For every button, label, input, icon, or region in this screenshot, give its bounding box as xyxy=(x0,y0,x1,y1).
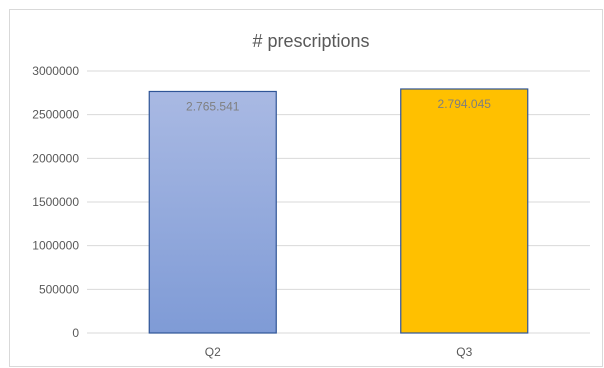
x-tick-label: Q2 xyxy=(205,345,221,359)
y-tick-label: 2000000 xyxy=(32,151,79,165)
chart-title: # prescriptions xyxy=(252,31,369,51)
bars: 2.765.541 2.794.045 xyxy=(148,88,529,334)
y-tick-label: 2500000 xyxy=(32,108,79,122)
y-tick-label: 1000000 xyxy=(32,239,79,253)
data-label: 2.794.045 xyxy=(438,97,492,111)
data-label: 2.765.541 xyxy=(186,99,240,113)
y-tick-label: 0 xyxy=(72,326,79,340)
y-tick-label: 3000000 xyxy=(32,64,79,78)
bar-q3 xyxy=(400,88,529,334)
y-tick-label: 1500000 xyxy=(32,195,79,209)
y-axis: 0 500000 1000000 1500000 2000000 2500000 30000… xyxy=(32,64,79,340)
bar-q2 xyxy=(148,90,277,334)
x-tick-label: Q3 xyxy=(456,345,472,359)
y-tick-label: 500000 xyxy=(39,282,79,296)
x-axis: Q2 Q3 xyxy=(205,345,473,359)
